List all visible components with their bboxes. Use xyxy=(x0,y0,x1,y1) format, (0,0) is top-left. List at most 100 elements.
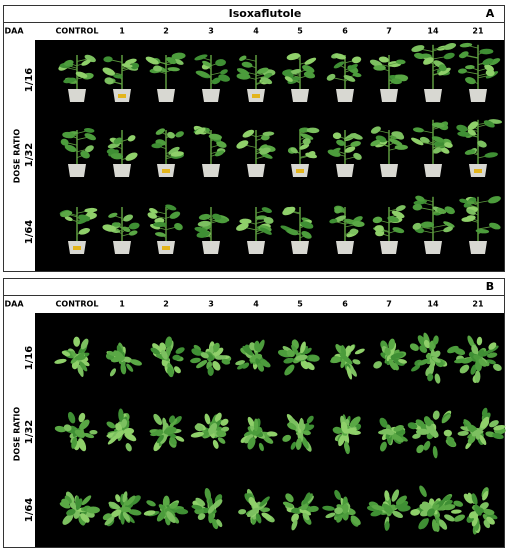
pot xyxy=(68,89,86,102)
leaf xyxy=(386,349,395,362)
leaf xyxy=(299,345,308,358)
leaf xyxy=(54,358,67,364)
leaf xyxy=(200,352,209,359)
leaf xyxy=(482,58,494,66)
row-label: 1/64 xyxy=(24,498,35,523)
leaf xyxy=(461,216,475,222)
pot-tag xyxy=(118,94,126,98)
leaf xyxy=(341,421,348,433)
leaf xyxy=(215,59,226,67)
leaf xyxy=(480,416,490,429)
plant xyxy=(240,416,278,452)
plant xyxy=(282,413,315,452)
plant xyxy=(58,54,96,102)
leaf xyxy=(479,502,489,510)
plant xyxy=(236,207,274,254)
leaf xyxy=(444,142,453,148)
leaf xyxy=(351,56,362,64)
leaf xyxy=(373,65,386,71)
leaf xyxy=(212,361,221,371)
leaf xyxy=(125,443,132,452)
row-label: 1/32 xyxy=(24,420,35,445)
leaf xyxy=(115,430,124,439)
leaf xyxy=(431,122,445,128)
leaf xyxy=(340,360,346,369)
pot xyxy=(424,241,442,254)
leaf xyxy=(145,56,159,65)
leaf xyxy=(214,355,227,360)
leaf xyxy=(482,491,489,501)
leaf xyxy=(477,140,487,148)
leaf xyxy=(291,507,300,514)
leaf xyxy=(423,416,432,427)
leaf xyxy=(259,227,272,235)
leaf xyxy=(391,210,405,219)
leaf xyxy=(89,429,98,435)
leaf xyxy=(173,58,184,65)
leaf xyxy=(120,363,127,375)
plant xyxy=(102,491,142,527)
leaf xyxy=(350,141,361,147)
column-header: 3 xyxy=(208,27,214,36)
leaf xyxy=(423,339,431,349)
leaf xyxy=(257,363,265,372)
leaf xyxy=(475,228,490,234)
leaf xyxy=(301,231,312,239)
plant xyxy=(147,204,183,254)
leaf xyxy=(481,350,489,357)
leaf xyxy=(349,416,361,428)
leaf xyxy=(202,60,212,67)
plant xyxy=(149,413,185,452)
leaf xyxy=(62,131,75,139)
leaf xyxy=(412,127,424,133)
pot xyxy=(469,89,487,102)
leaf xyxy=(282,501,294,508)
row-label: 1/32 xyxy=(24,143,35,168)
leaf xyxy=(122,226,131,233)
leaf xyxy=(431,136,445,143)
leaf xyxy=(395,205,406,212)
leaf xyxy=(374,225,384,233)
leaf xyxy=(171,52,186,60)
leaf xyxy=(129,495,141,506)
leaf xyxy=(74,355,86,361)
plant xyxy=(409,332,459,384)
leaf xyxy=(102,67,115,76)
leaf xyxy=(433,147,442,154)
column-header: 5 xyxy=(297,300,303,309)
pot xyxy=(113,164,131,177)
leaf xyxy=(322,505,335,511)
leaf xyxy=(61,498,70,506)
leaf xyxy=(260,359,271,368)
plant xyxy=(60,127,96,177)
leaf xyxy=(428,363,435,376)
leaf xyxy=(456,124,468,132)
leaf xyxy=(423,57,434,65)
leaf xyxy=(67,411,76,424)
leaf xyxy=(169,502,179,509)
leaf xyxy=(392,434,404,443)
leaf xyxy=(166,57,177,65)
leaf xyxy=(64,216,73,222)
leaf xyxy=(153,65,163,72)
leaf xyxy=(128,509,142,516)
leaf xyxy=(459,198,468,204)
leaf xyxy=(303,71,316,79)
column-header: 1 xyxy=(119,27,125,36)
leaf xyxy=(149,208,158,214)
leaf xyxy=(350,515,361,526)
pot xyxy=(157,89,175,102)
leaf xyxy=(236,68,250,75)
plant xyxy=(450,487,498,535)
leaf xyxy=(204,487,212,501)
column-header: 2 xyxy=(163,300,169,309)
leaf xyxy=(169,211,181,219)
leaf xyxy=(438,64,447,72)
leaf xyxy=(190,431,204,438)
leaf xyxy=(61,350,71,357)
leaf xyxy=(80,150,90,159)
leaf xyxy=(113,350,124,361)
leaf xyxy=(123,214,133,222)
leaf xyxy=(411,45,425,53)
leaf xyxy=(300,133,314,140)
